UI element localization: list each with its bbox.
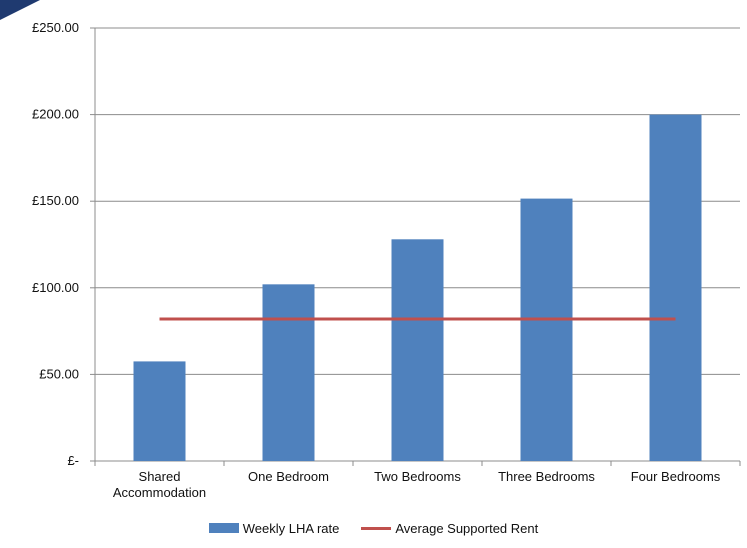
bar-weekly-lha-rate — [391, 239, 444, 461]
bar-series — [133, 114, 702, 462]
y-tick-label: £250.00 — [32, 20, 79, 35]
legend-item-weekly-lha: Weekly LHA rate — [208, 520, 340, 536]
legend-item-average-supported-rent: Average Supported Rent — [361, 521, 538, 536]
corner-decoration — [0, 0, 40, 20]
bar-weekly-lha-rate — [262, 284, 315, 461]
legend-swatch-bar — [208, 523, 239, 533]
y-tick-label: £150.00 — [32, 193, 79, 208]
y-tick-label: £50.00 — [39, 366, 79, 381]
legend: Weekly LHA rate Average Supported Rent — [0, 516, 747, 540]
x-axis-ticks: Shared Accommodation One Bedroom Two Bedroo… — [94, 461, 741, 500]
y-tick-label: £200.00 — [32, 107, 79, 122]
y-tick-label: £100.00 — [32, 280, 79, 295]
bar-weekly-lha-rate — [133, 361, 186, 461]
legend-swatch-line — [361, 526, 392, 530]
x-tick-label: One Bedroom — [248, 469, 329, 484]
bar-line-chart: £- £50.00 £100.00 £150.00 £200.00 £250.00 Sha… — [32, 20, 741, 500]
y-axis-ticks: £- £50.00 £100.00 £150.00 £200.00 £250.00 — [32, 20, 95, 468]
x-tick-label: Four Bedrooms — [631, 469, 721, 484]
x-tick-label: Three Bedrooms — [498, 469, 595, 484]
x-tick-label: Two Bedrooms — [374, 469, 461, 484]
x-tick-label: Shared Accommodation — [113, 469, 206, 500]
bar-weekly-lha-rate — [649, 114, 702, 461]
legend-label-average-supported-rent: Average Supported Rent — [395, 520, 539, 536]
legend-label-weekly-lha: Weekly LHA rate — [242, 520, 340, 536]
gridlines — [95, 27, 740, 375]
bar-weekly-lha-rate — [520, 198, 573, 462]
y-tick-label: £- — [67, 453, 79, 468]
